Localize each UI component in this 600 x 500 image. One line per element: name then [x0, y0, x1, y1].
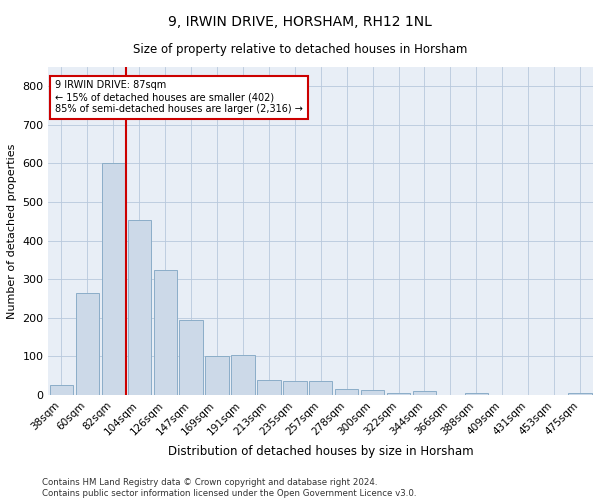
- Bar: [464, 393, 488, 395]
- Y-axis label: Number of detached properties: Number of detached properties: [7, 144, 17, 318]
- Bar: [413, 391, 436, 395]
- Bar: [568, 393, 592, 395]
- Bar: [128, 220, 151, 395]
- Text: Size of property relative to detached houses in Horsham: Size of property relative to detached ho…: [133, 42, 467, 56]
- Bar: [179, 320, 203, 395]
- Bar: [387, 393, 410, 395]
- Text: 9 IRWIN DRIVE: 87sqm
← 15% of detached houses are smaller (402)
85% of semi-deta: 9 IRWIN DRIVE: 87sqm ← 15% of detached h…: [55, 80, 303, 114]
- Bar: [309, 380, 332, 395]
- Bar: [283, 380, 307, 395]
- Text: Contains HM Land Registry data © Crown copyright and database right 2024.
Contai: Contains HM Land Registry data © Crown c…: [42, 478, 416, 498]
- X-axis label: Distribution of detached houses by size in Horsham: Distribution of detached houses by size …: [168, 445, 473, 458]
- Bar: [154, 270, 177, 395]
- Text: 9, IRWIN DRIVE, HORSHAM, RH12 1NL: 9, IRWIN DRIVE, HORSHAM, RH12 1NL: [168, 15, 432, 29]
- Bar: [101, 164, 125, 395]
- Bar: [335, 389, 358, 395]
- Bar: [76, 292, 99, 395]
- Bar: [257, 380, 281, 395]
- Bar: [361, 390, 385, 395]
- Bar: [205, 356, 229, 395]
- Bar: [50, 384, 73, 395]
- Bar: [232, 356, 254, 395]
